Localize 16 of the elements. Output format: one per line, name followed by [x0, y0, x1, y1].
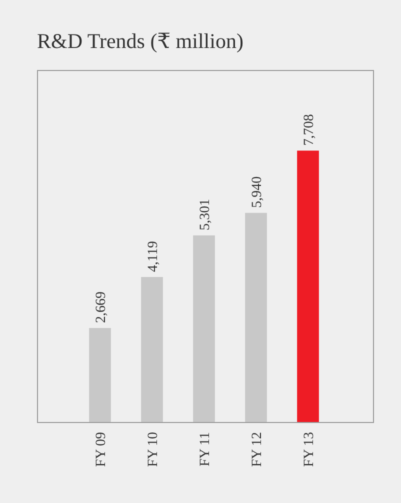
data-label: 5,940 — [250, 176, 265, 208]
data-label: 4,119 — [146, 241, 161, 272]
bar — [245, 212, 267, 422]
data-label: 2,669 — [94, 292, 109, 324]
x-tick-label: FY 13 — [302, 432, 317, 467]
x-tick-label: FY 09 — [94, 432, 109, 467]
chart-title: R&D Trends (₹ million) — [37, 29, 244, 53]
data-label: 5,301 — [198, 198, 213, 230]
bar — [89, 328, 111, 422]
x-tick-label: FY 12 — [250, 432, 265, 467]
x-tick-label: FY 10 — [146, 432, 161, 467]
bar — [193, 235, 215, 422]
x-tick-label: FY 11 — [198, 432, 213, 466]
bar — [141, 277, 163, 422]
bar — [297, 150, 319, 422]
data-label: 7,708 — [302, 114, 317, 146]
